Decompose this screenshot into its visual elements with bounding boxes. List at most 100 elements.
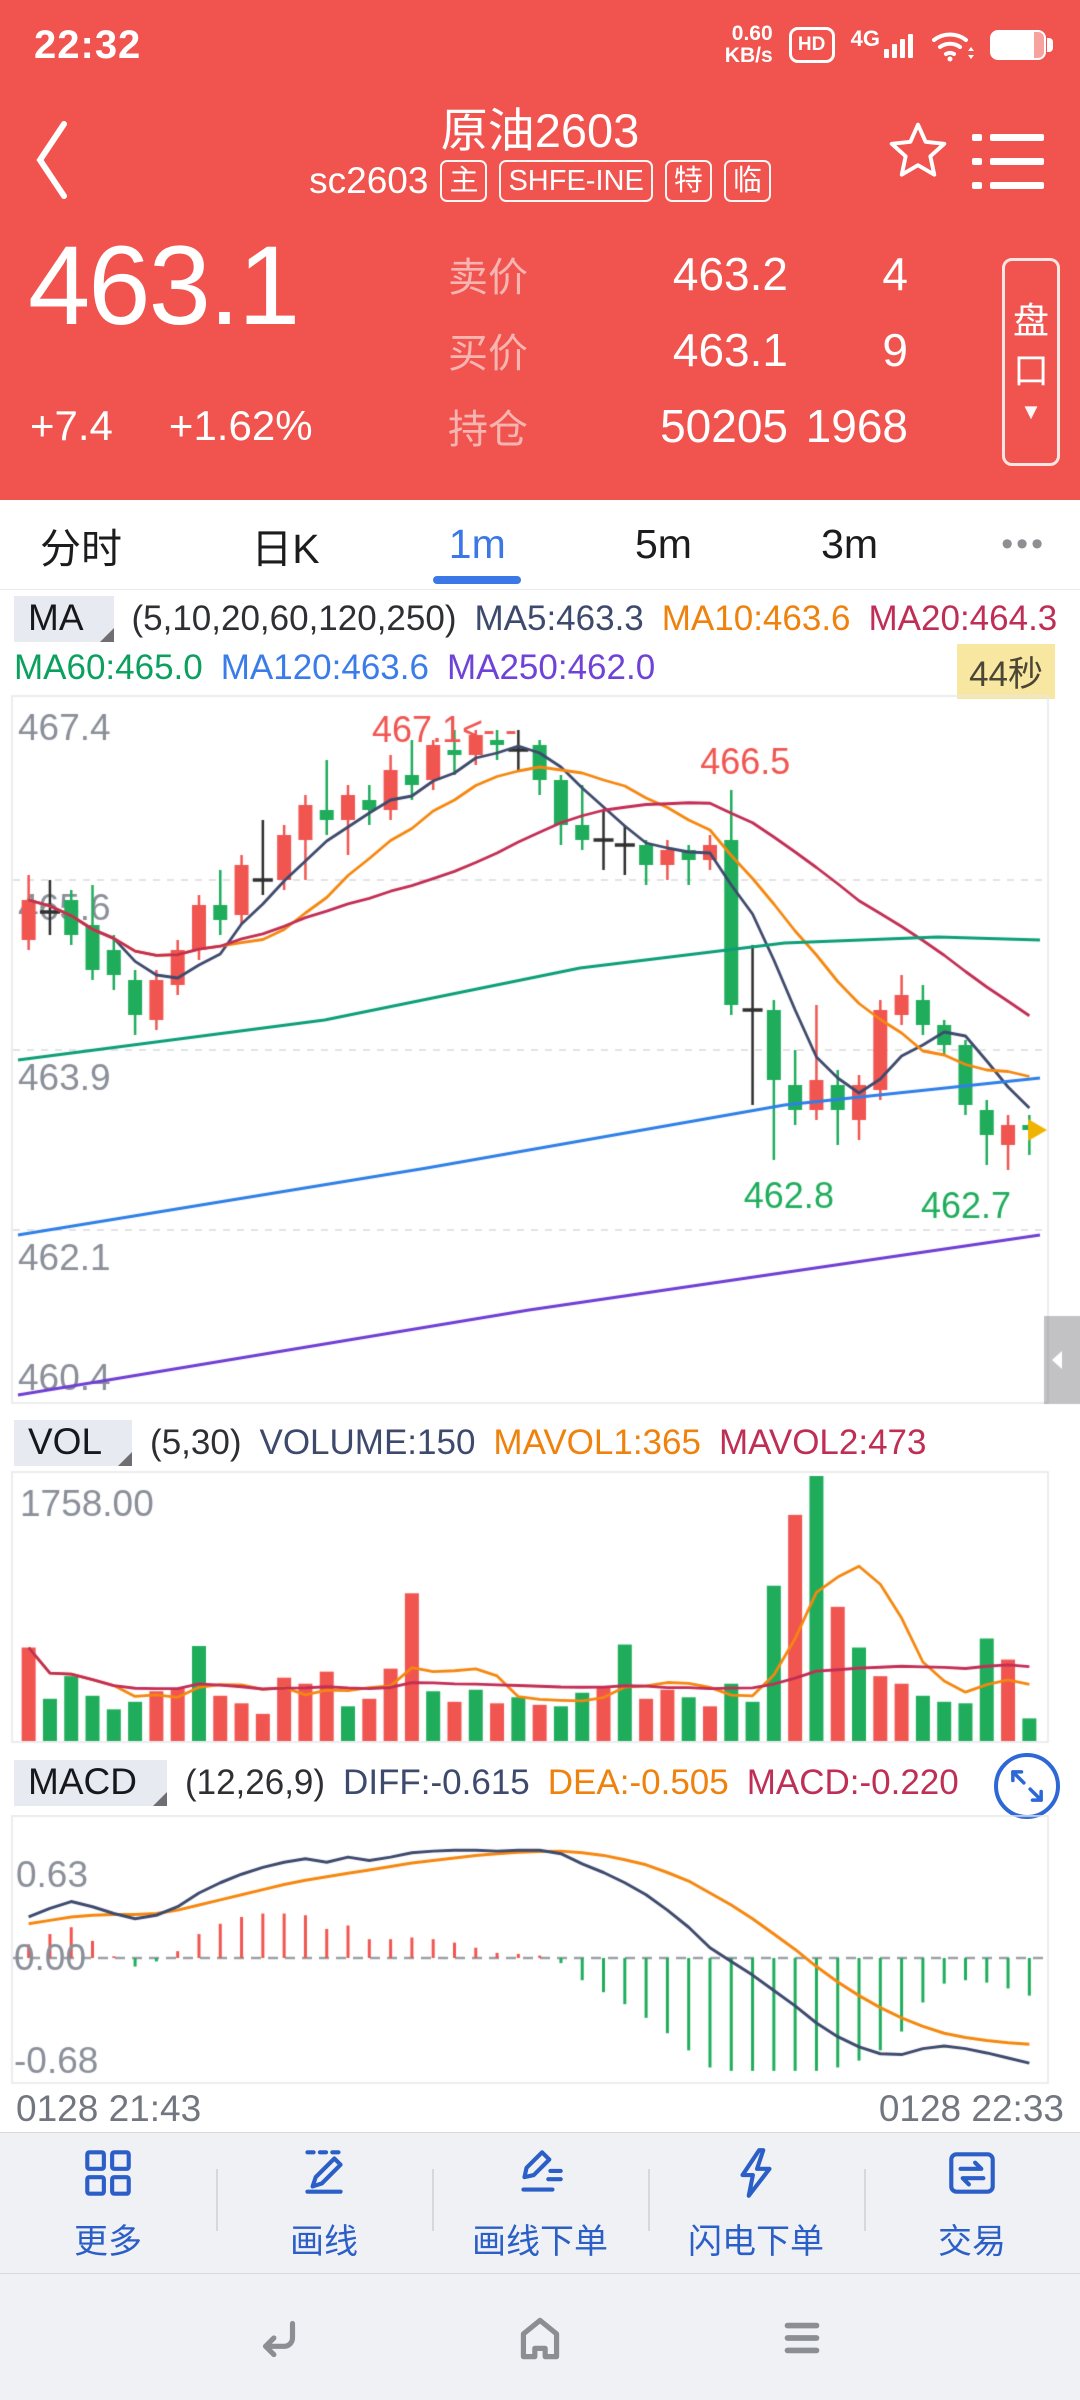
pencil-order-icon [521, 2149, 563, 2192]
depth-panel-button[interactable]: 盘 口 ▼ [1002, 258, 1060, 466]
ma-legend-row1: MA (5,10,20,60,120,250) MA5:463.3 MA10:4… [14, 596, 1069, 642]
quote-list-button[interactable] [972, 130, 1044, 199]
ma-params: (5,10,20,60,120,250) [131, 599, 457, 638]
badge-special: 特 [664, 160, 712, 202]
macd-legend-row: MACD (12,26,9) DIFF:-0.615 DEA:-0.505 MA… [14, 1760, 1069, 1806]
ask-label: 卖价 [448, 256, 528, 300]
system-nav-bar [0, 2274, 1080, 2400]
wifi-icon [932, 32, 974, 62]
trade-button[interactable]: 交易 [864, 2133, 1080, 2273]
last-price: 463.1 [28, 223, 300, 348]
status-time: 22:32 [34, 22, 142, 67]
period-tab-bar: 分时 日K 1m 5m 3m ••• [0, 500, 1080, 590]
open-interest-value: 50205 [660, 400, 788, 452]
ma60-value: MA60:465.0 [14, 648, 203, 687]
expand-chart-button[interactable] [994, 1753, 1060, 1819]
list-icon [972, 134, 1044, 189]
vol-params: (5,30) [150, 1423, 242, 1462]
bid-price: 463.1 [672, 324, 788, 376]
bid-ask-rows: 卖价 463.2 4 买价 463.1 9 持仓 50205 1968 [448, 236, 918, 464]
nav-home-button[interactable] [505, 2303, 575, 2373]
price-change: +7.4 [30, 402, 113, 449]
macd-chart[interactable] [0, 1815, 1080, 2085]
contract-code: sc2603 [309, 160, 429, 201]
time-axis: 0128 21:43 0128 22:33 [0, 2085, 1080, 2133]
ask-quantity: 4 [882, 248, 908, 300]
time-axis-end: 0128 22:33 [878, 2088, 1064, 2129]
tab-daily-k[interactable]: 日K [251, 525, 320, 572]
time-axis-start: 0128 21:43 [16, 2088, 202, 2129]
bid-label: 买价 [448, 332, 528, 376]
bottom-bar: 更多 画线 画线下单 [0, 2132, 1080, 2400]
price-change-row: +7.4 +1.62% [30, 402, 313, 450]
mavol2-value: MAVOL2:473 [718, 1423, 927, 1462]
back-button[interactable] [24, 112, 80, 208]
tab-3m[interactable]: 3m [821, 521, 879, 567]
ma-legend-row2: MA60:465.0 MA120:463.6 MA250:462.0 44秒 [14, 644, 1069, 699]
title-bar: 原油2603 sc2603 主 SHFE-INE 特 临 [0, 90, 1080, 230]
speed-unit: KB/s [724, 44, 773, 67]
ma20-value: MA20:464.3 [868, 599, 1058, 638]
vol-legend-row: VOL (5,30) VOLUME:150 MAVOL1:365 MAVOL2:… [14, 1420, 1069, 1466]
ma5-value: MA5:463.3 [474, 599, 644, 638]
mavol1-value: MAVOL1:365 [493, 1423, 701, 1462]
quote-header-panel: 22:32 0.60 KB/s HD 4G [0, 0, 1080, 500]
open-interest-change: 1968 [805, 400, 908, 452]
nav-menu-button[interactable] [767, 2303, 837, 2373]
flash-order-button[interactable]: 闪电下单 [648, 2133, 864, 2273]
back-chevron-icon [36, 121, 67, 199]
grid-icon [85, 2149, 131, 2196]
nav-menu-icon [784, 2322, 820, 2353]
volume-value: VOLUME:150 [259, 1423, 476, 1462]
badge-main-contract: 主 [440, 160, 488, 202]
more-button[interactable]: 更多 [0, 2133, 216, 2273]
contract-subtitle: sc2603 主 SHFE-INE 特 临 [0, 160, 1080, 202]
macd-value: MACD:-0.220 [746, 1763, 959, 1802]
battery-icon [990, 30, 1053, 60]
macd-indicator-selector[interactable]: MACD [14, 1760, 167, 1806]
draw-line-order-button[interactable]: 画线下单 [432, 2133, 648, 2273]
vol-indicator-selector[interactable]: VOL [14, 1420, 133, 1466]
hd-icon: HD [788, 27, 835, 63]
lightning-icon [740, 2147, 772, 2198]
tab-5m[interactable]: 5m [634, 521, 692, 567]
bid-row: 买价 463.1 9 [448, 312, 918, 388]
ask-row: 卖价 463.2 4 [448, 236, 918, 312]
tab-1m[interactable]: 1m [443, 507, 512, 582]
trade-toolbar: 更多 画线 画线下单 [0, 2133, 1080, 2273]
open-interest-row: 持仓 50205 1968 [448, 388, 918, 464]
corner-triangle-icon [152, 1792, 167, 1806]
signal-bars-icon [884, 34, 913, 58]
ma-indicator-selector[interactable]: MA [14, 596, 114, 642]
dea-value: DEA:-0.505 [547, 1763, 729, 1802]
nav-home-icon [520, 2317, 560, 2359]
volume-chart[interactable] [0, 1470, 1080, 1745]
nav-back-button[interactable] [243, 2303, 313, 2373]
ma120-value: MA120:463.6 [220, 648, 429, 687]
tab-timeline[interactable]: 分时 [40, 525, 122, 572]
draw-line-button[interactable]: 画线 [216, 2133, 432, 2273]
cellular-signal-icon: 4G [851, 28, 914, 59]
corner-triangle-icon [118, 1452, 133, 1466]
tab-more-button[interactable]: ••• [1001, 525, 1046, 563]
favorite-star-button[interactable] [888, 120, 948, 185]
ask-price: 463.2 [672, 248, 788, 300]
star-icon [889, 122, 947, 177]
candlestick-chart[interactable] [0, 693, 1080, 1408]
chevron-down-icon: ▼ [1020, 399, 1042, 424]
transfer-arrows-icon [949, 2151, 995, 2194]
price-panel: 463.1 +7.4 +1.62% 卖价 463.2 4 买价 463.1 9 … [0, 230, 1080, 500]
status-bar: 22:32 0.60 KB/s HD 4G [0, 0, 1080, 90]
badge-exchange: SHFE-INE [499, 160, 653, 202]
macd-params: (12,26,9) [184, 1763, 326, 1802]
corner-triangle-icon [99, 628, 114, 642]
ma250-value: MA250:462.0 [446, 648, 656, 687]
contract-title: 原油2603 [440, 104, 640, 157]
pencil-dashed-icon [305, 2149, 343, 2194]
toolbar-divider [0, 2273, 1080, 2274]
open-interest-label: 持仓 [448, 408, 528, 452]
nav-back-icon [262, 2320, 296, 2357]
bar-countdown-badge: 44秒 [957, 644, 1055, 699]
ma10-value: MA10:463.6 [661, 599, 851, 638]
